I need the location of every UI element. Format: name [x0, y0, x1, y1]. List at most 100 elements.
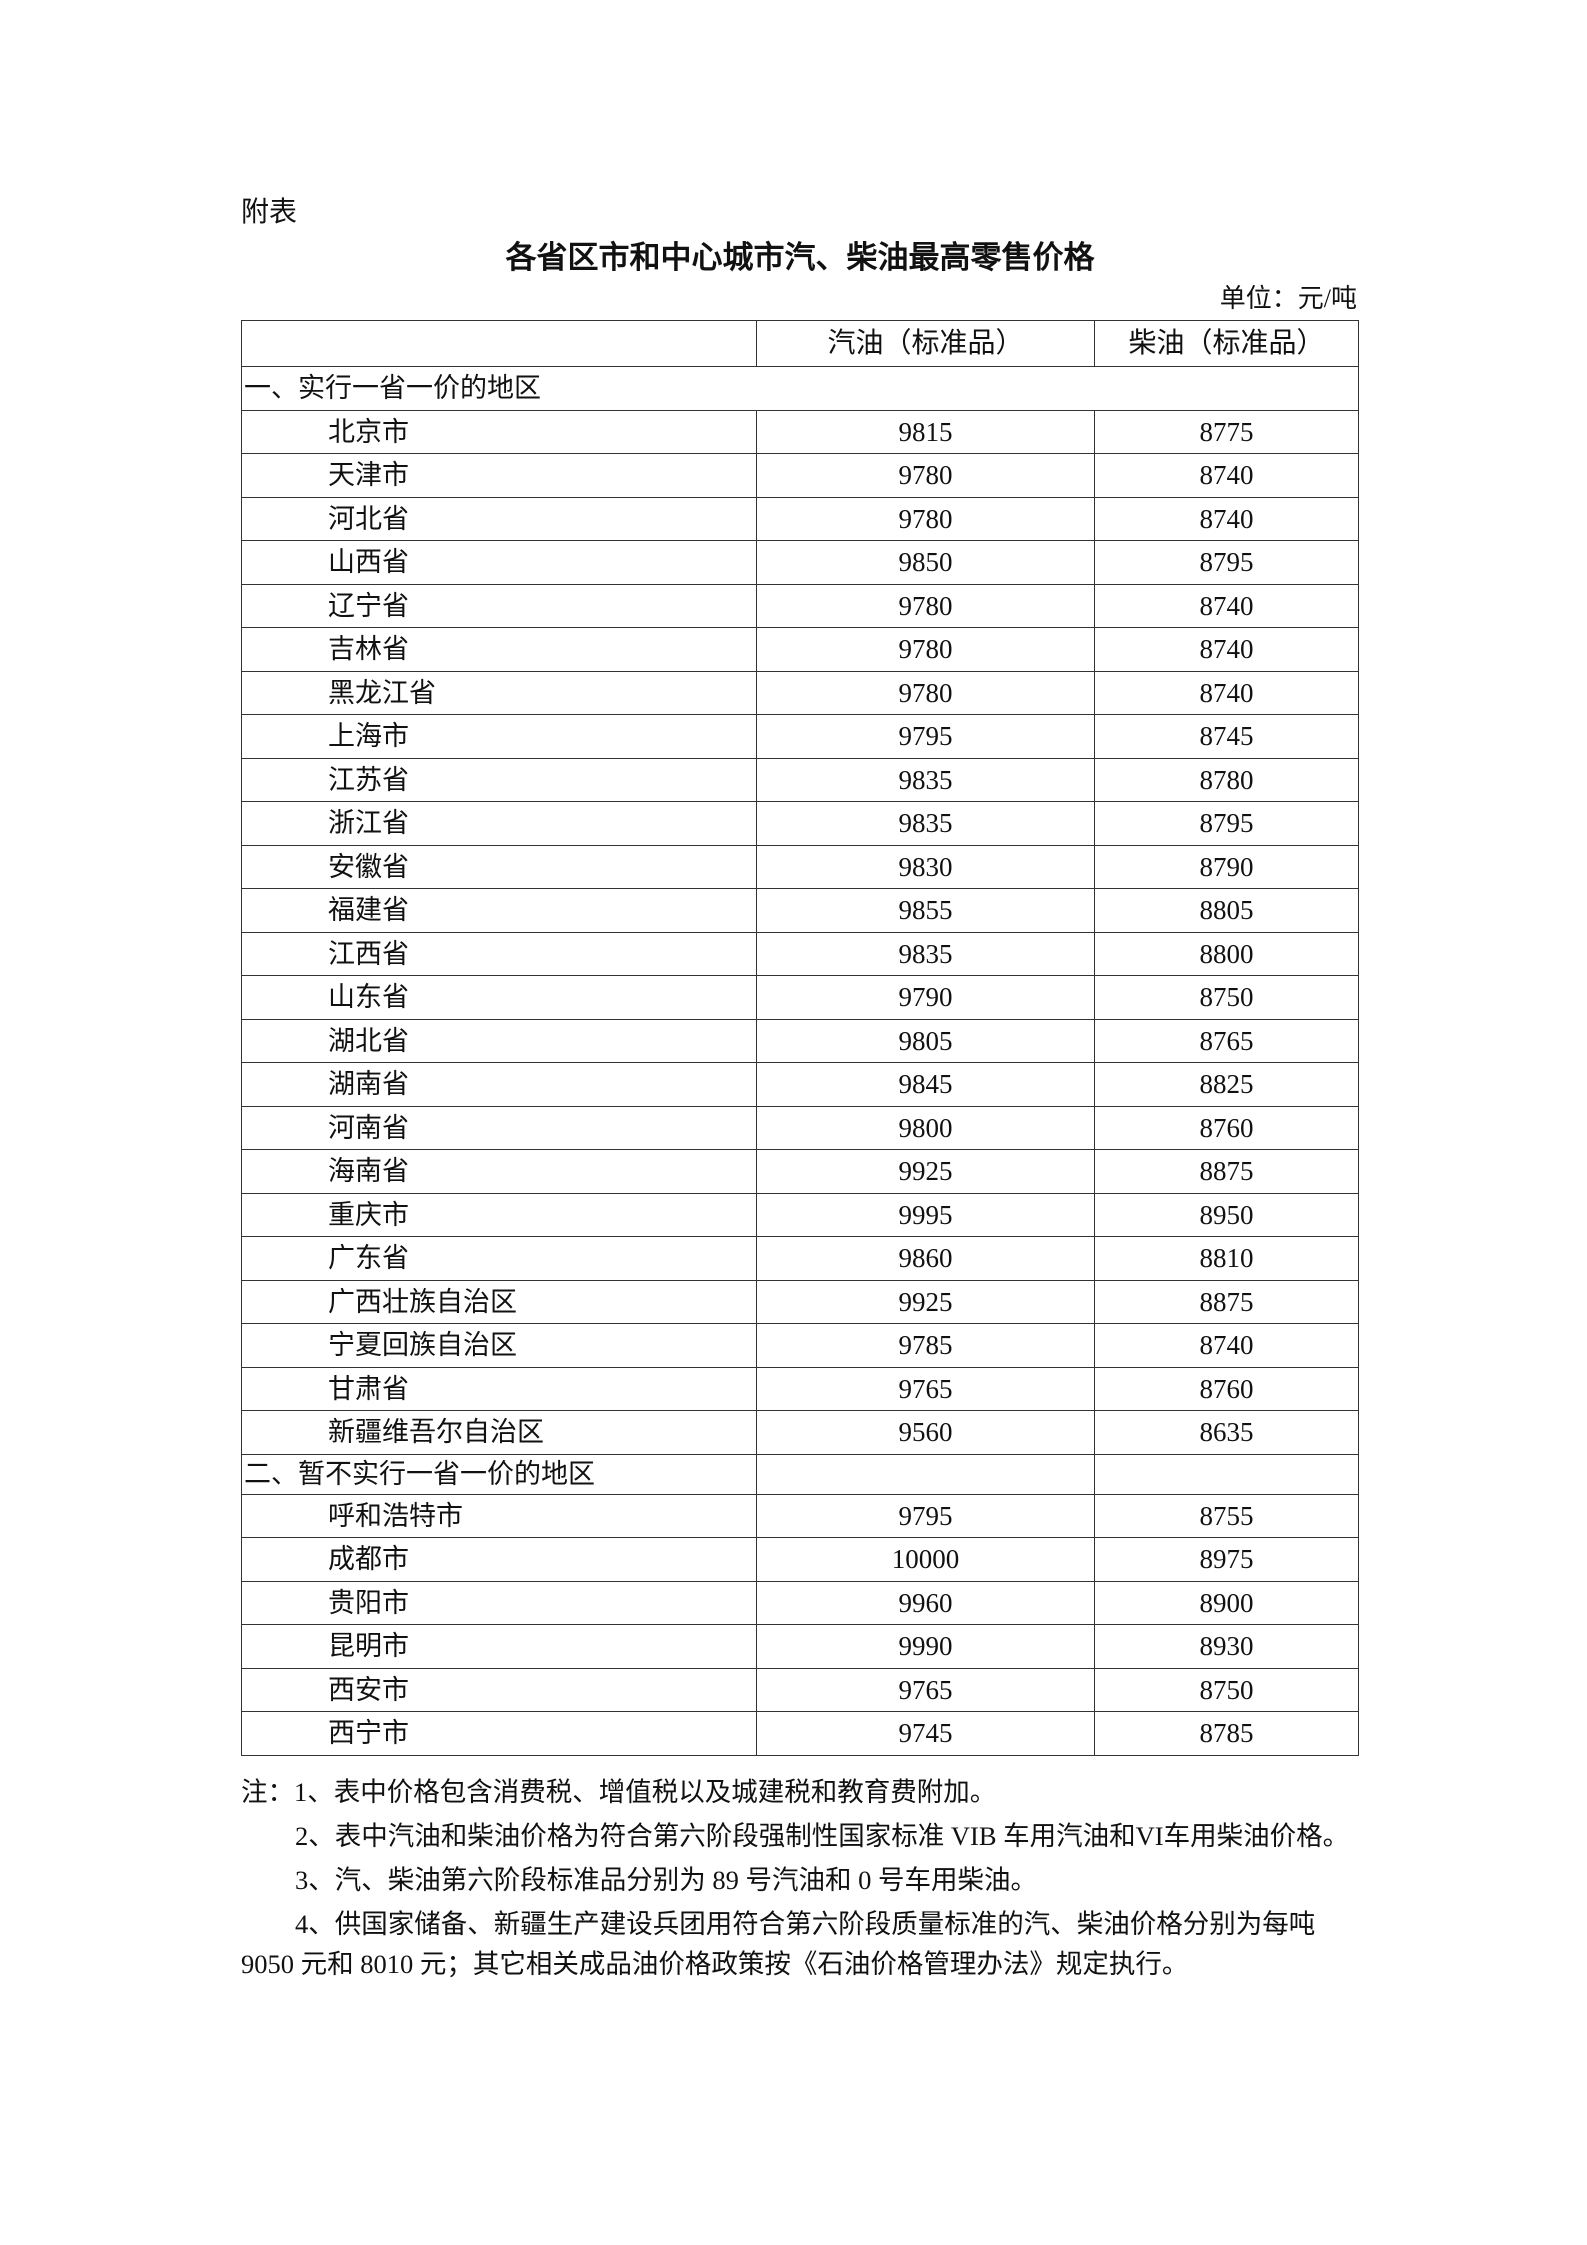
diesel-price: 8740 — [1094, 583, 1359, 628]
region-name: 西安市 — [241, 1667, 757, 1712]
diesel-price: 8900 — [1094, 1580, 1359, 1625]
gasoline-price: 9845 — [756, 1062, 1095, 1107]
diesel-price: 8740 — [1094, 627, 1359, 672]
region-name: 山西省 — [241, 540, 757, 585]
table-row: 广东省 9860 8810 — [241, 1236, 1359, 1281]
gasoline-price: 10000 — [756, 1537, 1095, 1582]
price-table: 汽油（标准品） 柴油（标准品） 一、实行一省一价的地区 北京市 9815 8775 天津… — [241, 320, 1359, 1756]
table-row: 西安市 9765 8750 — [241, 1667, 1359, 1712]
region-name: 河北省 — [241, 496, 757, 541]
table-row: 昆明市 9990 8930 — [241, 1624, 1359, 1669]
diesel-price: 8780 — [1094, 757, 1359, 802]
gasoline-price: 9780 — [756, 583, 1095, 628]
region-name: 江西省 — [241, 931, 757, 976]
diesel-price: 8760 — [1094, 1366, 1359, 1411]
table-row: 广西壮族自治区 9925 8875 — [241, 1279, 1359, 1324]
region-name: 辽宁省 — [241, 583, 757, 628]
gasoline-price: 9850 — [756, 540, 1095, 585]
table-row: 西宁市 9745 8785 — [241, 1711, 1359, 1756]
unit-label: 单位：元/吨 — [1219, 284, 1357, 313]
table-row: 山西省 9850 8795 — [241, 540, 1359, 585]
gasoline-price: 9835 — [756, 801, 1095, 846]
region-name: 江苏省 — [241, 757, 757, 802]
region-name: 天津市 — [241, 453, 757, 498]
diesel-price: 8875 — [1094, 1279, 1359, 1324]
table-row: 宁夏回族自治区 9785 8740 — [241, 1323, 1359, 1368]
region-name: 上海市 — [241, 714, 757, 759]
region-name: 新疆维吾尔自治区 — [241, 1410, 757, 1455]
region-name: 北京市 — [241, 409, 757, 454]
table-row: 河南省 9800 8760 — [241, 1105, 1359, 1150]
note-4: 4、供国家储备、新疆生产建设兵团用符合第六阶段质量标准的汽、柴油价格分别为每吨 … — [241, 1909, 1316, 1979]
table-row: 福建省 9855 8805 — [241, 888, 1359, 933]
table-row: 重庆市 9995 8950 — [241, 1192, 1359, 1237]
diesel-price: 8745 — [1094, 714, 1359, 759]
gasoline-price: 9835 — [756, 931, 1095, 976]
diesel-price: 8760 — [1094, 1105, 1359, 1150]
diesel-price: 8750 — [1094, 1667, 1359, 1712]
diesel-price: 8785 — [1094, 1711, 1359, 1756]
gasoline-price: 9805 — [756, 1018, 1095, 1063]
empty-cell — [756, 1453, 1095, 1495]
gasoline-price: 9990 — [756, 1624, 1095, 1669]
region-name: 广西壮族自治区 — [241, 1279, 757, 1324]
gasoline-price: 9795 — [756, 714, 1095, 759]
diesel-price: 8740 — [1094, 1323, 1359, 1368]
diesel-price: 8825 — [1094, 1062, 1359, 1107]
region-name: 黑龙江省 — [241, 670, 757, 715]
gasoline-price: 9830 — [756, 844, 1095, 889]
diesel-price: 8950 — [1094, 1192, 1359, 1237]
gasoline-price: 9860 — [756, 1236, 1095, 1281]
gasoline-price: 9780 — [756, 670, 1095, 715]
region-name: 安徽省 — [241, 844, 757, 889]
table-row: 北京市 9815 8775 — [241, 409, 1359, 454]
note-2: 2、表中汽油和柴油价格为符合第六阶段强制性国家标准 VIB 车用汽油和VI车用柴… — [295, 1821, 1350, 1851]
table-row: 湖北省 9805 8765 — [241, 1018, 1359, 1063]
header-region — [241, 320, 757, 367]
diesel-price: 8790 — [1094, 844, 1359, 889]
region-name: 甘肃省 — [241, 1366, 757, 1411]
note-3: 3、汽、柴油第六阶段标准品分别为 89 号汽油和 0 号车用柴油。 — [295, 1865, 1037, 1895]
table-row: 江苏省 9835 8780 — [241, 757, 1359, 802]
gasoline-price: 9835 — [756, 757, 1095, 802]
document-title: 各省区市和中心城市汽、柴油最高零售价格 — [505, 240, 1095, 276]
table-row: 成都市 10000 8975 — [241, 1537, 1359, 1582]
table-header-row: 汽油（标准品） 柴油（标准品） — [241, 320, 1359, 367]
diesel-price: 8775 — [1094, 409, 1359, 454]
region-name: 重庆市 — [241, 1192, 757, 1237]
region-name: 浙江省 — [241, 801, 757, 846]
appendix-label: 附表 — [241, 197, 298, 228]
gasoline-price: 9780 — [756, 453, 1095, 498]
table-row: 海南省 9925 8875 — [241, 1149, 1359, 1194]
gasoline-price: 9815 — [756, 409, 1095, 454]
diesel-price: 8795 — [1094, 801, 1359, 846]
region-name: 广东省 — [241, 1236, 757, 1281]
region-name: 福建省 — [241, 888, 757, 933]
table-row: 黑龙江省 9780 8740 — [241, 670, 1359, 715]
gasoline-price: 9800 — [756, 1105, 1095, 1150]
diesel-price: 8740 — [1094, 453, 1359, 498]
header-gasoline: 汽油（标准品） — [756, 320, 1095, 367]
table-row: 呼和浩特市 9795 8755 — [241, 1493, 1359, 1538]
region-name: 宁夏回族自治区 — [241, 1323, 757, 1368]
table-row: 贵阳市 9960 8900 — [241, 1580, 1359, 1625]
gasoline-price: 9745 — [756, 1711, 1095, 1756]
diesel-price: 8635 — [1094, 1410, 1359, 1455]
header-diesel: 柴油（标准品） — [1094, 320, 1359, 367]
region-name: 湖南省 — [241, 1062, 757, 1107]
table-row: 新疆维吾尔自治区 9560 8635 — [241, 1410, 1359, 1455]
section-row: 一、实行一省一价的地区 — [241, 366, 1359, 411]
table-row: 安徽省 9830 8790 — [241, 844, 1359, 889]
table-row: 辽宁省 9780 8740 — [241, 583, 1359, 628]
gasoline-price: 9765 — [756, 1667, 1095, 1712]
table-row: 浙江省 9835 8795 — [241, 801, 1359, 846]
gasoline-price: 9780 — [756, 627, 1095, 672]
gasoline-price: 9560 — [756, 1410, 1095, 1455]
gasoline-price: 9765 — [756, 1366, 1095, 1411]
section-row: 二、暂不实行一省一价的地区 — [241, 1453, 1359, 1495]
region-name: 湖北省 — [241, 1018, 757, 1063]
table-row: 天津市 9780 8740 — [241, 453, 1359, 498]
section-label: 二、暂不实行一省一价的地区 — [241, 1453, 757, 1495]
diesel-price: 8875 — [1094, 1149, 1359, 1194]
region-name: 成都市 — [241, 1537, 757, 1582]
